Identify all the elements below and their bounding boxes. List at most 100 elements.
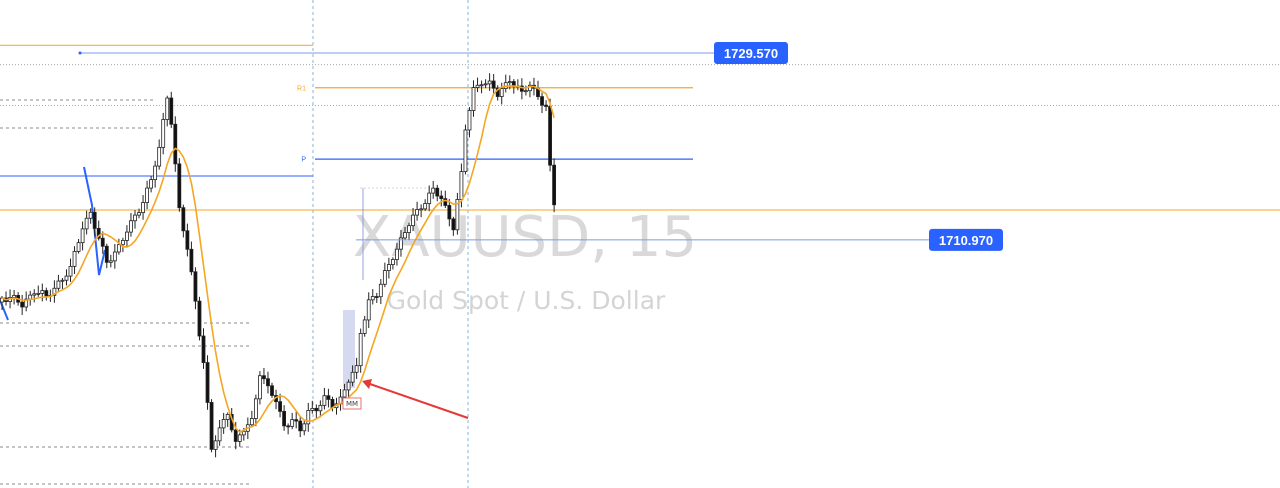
candle — [116, 238, 121, 255]
candle-body — [479, 84, 484, 87]
candle-body — [282, 410, 287, 427]
candle — [286, 423, 291, 435]
candle — [290, 412, 295, 430]
drawings-layer — [0, 166, 430, 388]
candle-body — [68, 265, 73, 277]
candle-body — [108, 260, 113, 263]
candle-body — [201, 335, 206, 363]
candle-body — [540, 96, 544, 106]
candle-body — [507, 81, 512, 84]
candle — [471, 80, 476, 117]
candle — [463, 124, 468, 175]
candle — [282, 405, 287, 431]
candle-body — [548, 106, 552, 166]
candle — [24, 291, 29, 312]
candle — [161, 112, 166, 155]
candle — [427, 185, 432, 212]
candle-body — [100, 237, 105, 247]
candle — [185, 223, 190, 257]
candle — [104, 243, 109, 269]
candle — [403, 226, 407, 241]
candle-body — [141, 202, 145, 213]
highlight-box — [343, 310, 355, 388]
candle-body — [217, 427, 222, 442]
candle — [382, 262, 387, 288]
candle-body — [52, 287, 57, 296]
candle-body — [443, 198, 448, 206]
candle-body — [177, 163, 182, 209]
candle — [258, 371, 262, 405]
candle — [121, 237, 125, 253]
candle-body — [322, 395, 327, 406]
candle-body — [528, 84, 532, 92]
candle-body — [471, 87, 476, 111]
candle-body — [64, 275, 69, 281]
candle — [205, 355, 210, 410]
candle-body — [310, 407, 315, 411]
candle-body — [116, 244, 121, 253]
candle — [302, 420, 307, 436]
candle — [451, 216, 456, 236]
candle-body — [56, 280, 61, 289]
candle — [225, 412, 230, 427]
candle-body — [213, 440, 218, 450]
candle — [221, 412, 226, 434]
pivot-label-r1: R1 — [297, 85, 306, 92]
mm-label: MM — [346, 400, 358, 408]
candle-body — [253, 398, 258, 419]
candle — [491, 74, 496, 95]
candle-body — [366, 299, 371, 321]
candle — [515, 79, 520, 91]
candle-body — [463, 129, 468, 172]
candle — [407, 222, 411, 241]
candle — [76, 238, 81, 254]
candle-body — [378, 283, 383, 298]
candle-body — [20, 301, 25, 308]
candle — [44, 287, 49, 301]
candle-body — [306, 409, 311, 425]
candle — [129, 212, 133, 237]
price-tags-layer: 1729.570 1710.970 — [78, 42, 1003, 251]
candle — [362, 315, 367, 337]
candle — [366, 292, 371, 328]
candle — [36, 285, 41, 297]
candle — [253, 394, 258, 427]
candle — [278, 393, 282, 418]
candle-body — [88, 211, 93, 219]
candle — [56, 274, 61, 291]
candle-body — [36, 293, 41, 295]
candle-body — [112, 251, 117, 262]
candle — [306, 402, 311, 432]
candle — [145, 180, 149, 210]
candle — [370, 289, 375, 305]
candle-body — [149, 179, 154, 189]
price-tag-label-2: 1710.970 — [939, 233, 993, 248]
candle-body — [386, 264, 391, 271]
candle-body — [205, 362, 210, 403]
candle-body — [298, 420, 303, 432]
candle-body — [403, 232, 407, 239]
candle — [314, 404, 319, 418]
candle-body — [491, 80, 496, 89]
candle-body — [173, 123, 178, 165]
candle — [12, 289, 16, 305]
candle — [399, 229, 403, 257]
candle-body — [354, 365, 359, 373]
candle — [423, 199, 428, 211]
candle — [487, 73, 492, 91]
candle — [503, 74, 508, 93]
candle-body — [286, 425, 291, 428]
candle — [112, 243, 117, 269]
candle-body — [262, 375, 266, 380]
candle-body — [346, 381, 351, 391]
candle-body — [60, 279, 65, 282]
candle — [92, 207, 97, 237]
candle-body — [121, 240, 125, 246]
candle-body — [133, 214, 137, 222]
candle — [20, 294, 25, 315]
candle — [528, 81, 532, 98]
candle-body — [499, 88, 504, 97]
candle-body — [72, 250, 77, 267]
